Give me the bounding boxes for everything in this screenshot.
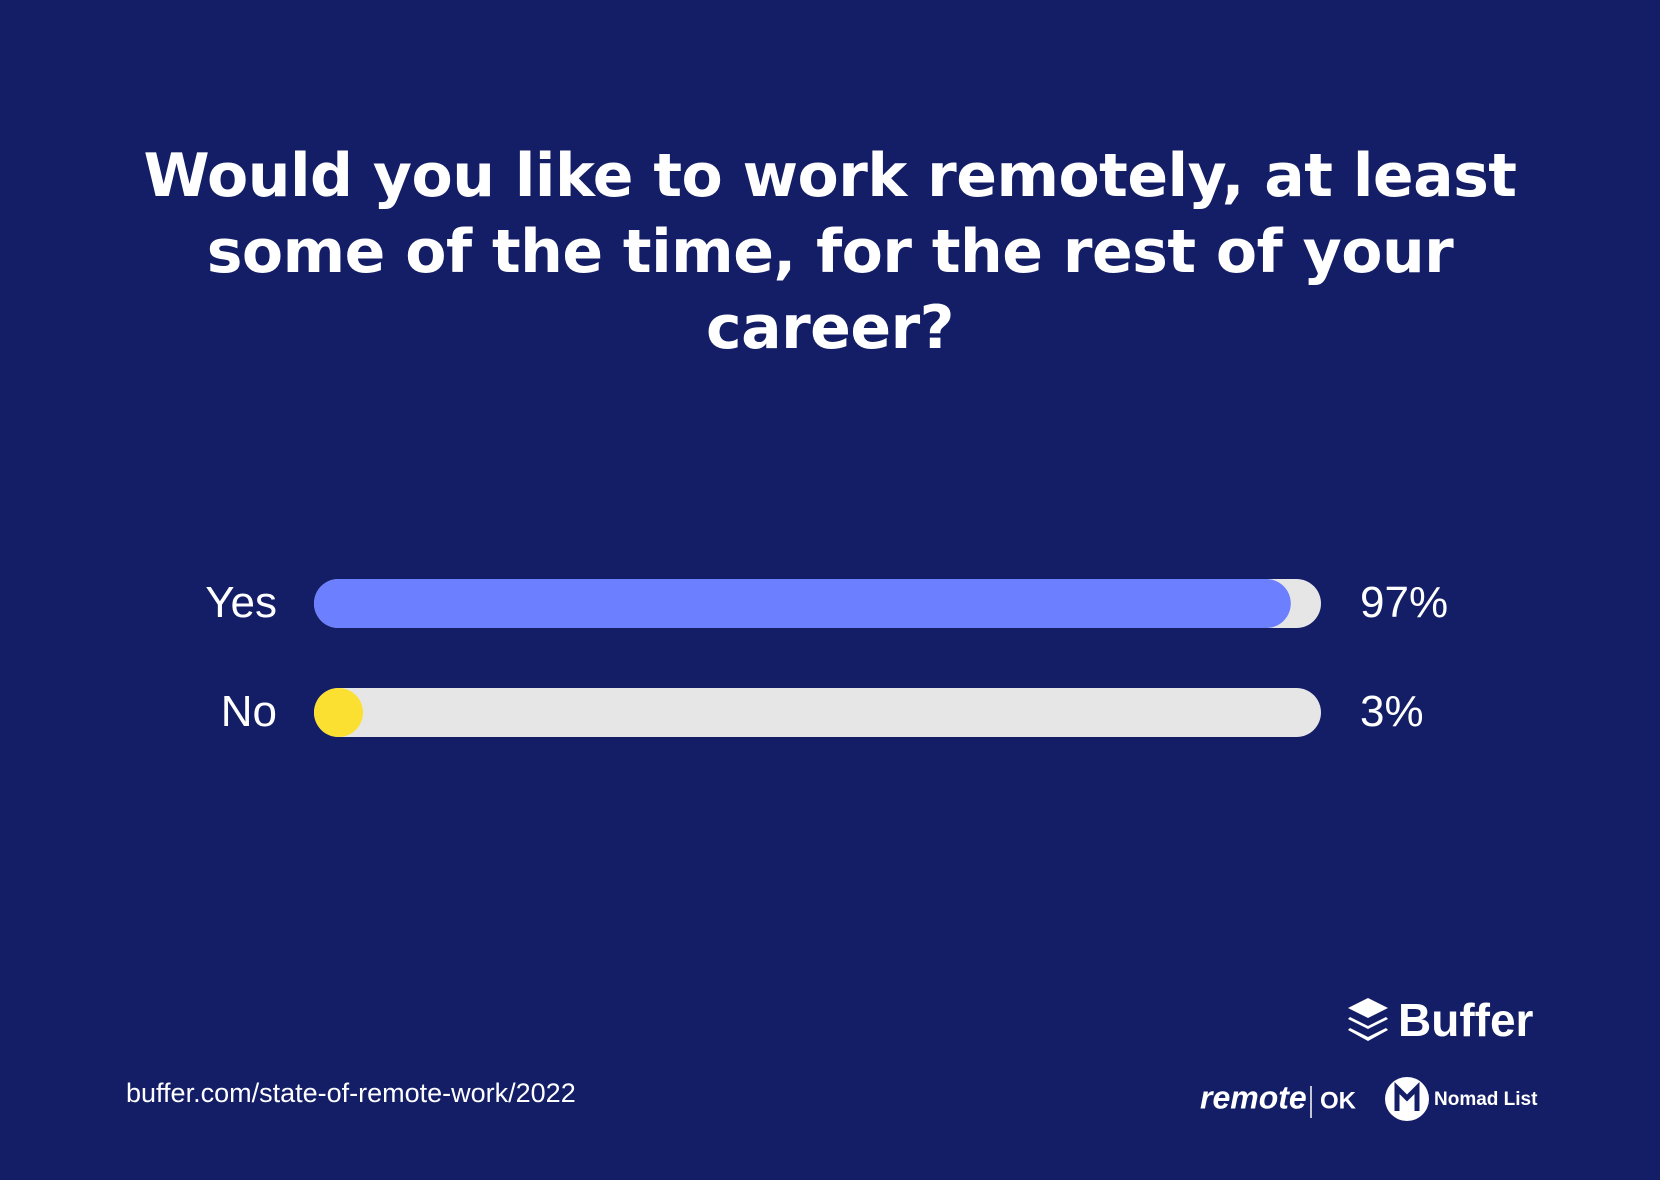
logo-icon [1348,998,1388,1018]
buffer-logo [1348,998,1388,1041]
value-label: 3% [1360,687,1424,736]
logo-text: remote [1200,1079,1307,1115]
value-label: 97% [1360,578,1448,627]
logo-text: Nomad List [1434,1089,1538,1110]
chart-title: Would you like to work remotely, at leas… [143,141,1517,363]
bar-track [314,688,1321,737]
bar [314,688,363,737]
y-tick-label: Yes [205,578,277,627]
source: buffer.com/state-of-remote-work/2022 [126,1078,576,1108]
logo-text: Buffer [1398,994,1534,1046]
logo-icon [1348,1028,1388,1041]
logo-text: OK [1320,1087,1357,1114]
y-tick-label: No [221,687,277,736]
bar [314,579,1291,628]
logo-icon [1348,1017,1388,1029]
logo-icon [1394,1081,1420,1111]
